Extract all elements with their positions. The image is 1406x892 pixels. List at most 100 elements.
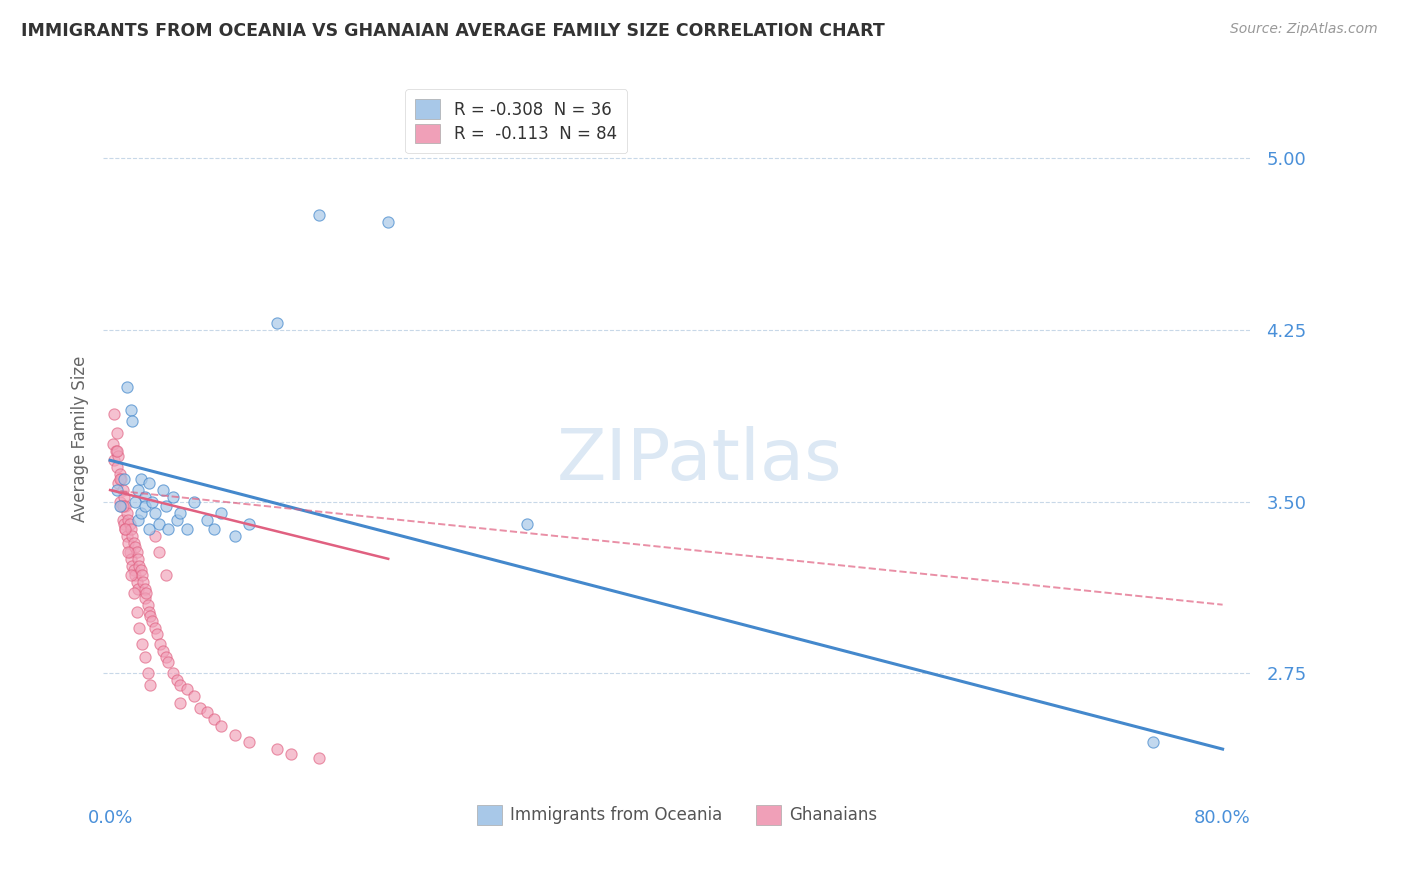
Point [111,483,134,497]
Point [166,513,188,527]
Point [209,719,232,733]
Point [224,529,246,543]
Point [197,706,219,720]
Point [124,567,146,582]
Point [134,650,156,665]
Legend: Immigrants from Oceania, Ghanaians: Immigrants from Oceania, Ghanaians [467,796,887,835]
Point [166,673,188,688]
Point [114,522,136,536]
Point [146,627,169,641]
Point [143,529,166,543]
Point [183,690,205,704]
Point [122,586,145,600]
Point [115,529,138,543]
Point [141,494,163,508]
Point [118,545,141,559]
Point [138,522,160,536]
Point [129,472,152,486]
Point [132,574,155,589]
Point [162,666,184,681]
Point [107,476,129,491]
Point [516,517,538,532]
Point [127,483,149,497]
Point [143,621,166,635]
Point [266,742,288,756]
Point [136,666,159,681]
Point [127,551,149,566]
Point [121,558,143,573]
Point [103,453,125,467]
Point [176,522,198,536]
Text: Source: ZipAtlas.com: Source: ZipAtlas.com [1230,22,1378,37]
Point [202,712,225,726]
Point [169,696,191,710]
Point [224,728,246,742]
Point [129,563,152,577]
Point [127,582,149,596]
Point [148,517,170,532]
Point [155,650,177,665]
Point [197,513,219,527]
Point [152,483,174,497]
Point [111,513,134,527]
Point [108,467,131,481]
Point [121,414,143,428]
Point [117,536,139,550]
Point [138,605,160,619]
Point [124,494,146,508]
Point [169,678,191,692]
Point [127,513,149,527]
Text: IMMIGRANTS FROM OCEANIA VS GHANAIAN AVERAGE FAMILY SIZE CORRELATION CHART: IMMIGRANTS FROM OCEANIA VS GHANAIAN AVER… [21,22,884,40]
Point [308,208,330,222]
Point [183,494,205,508]
Point [135,586,157,600]
Point [148,545,170,559]
Text: ZIPatlas: ZIPatlas [557,425,842,495]
Point [155,499,177,513]
Point [157,655,180,669]
Point [238,517,260,532]
Point [120,567,142,582]
Point [139,609,162,624]
Point [157,522,180,536]
Point [190,701,212,715]
Point [131,637,153,651]
Point [112,472,135,486]
Point [152,643,174,657]
Point [202,522,225,536]
Point [128,621,150,635]
Point [125,574,148,589]
Point [112,490,135,504]
Point [308,751,330,765]
Point [131,567,153,582]
Point [280,747,302,761]
Point [1142,735,1164,749]
Point [103,408,125,422]
Point [120,402,142,417]
Point [110,499,132,513]
Point [108,494,131,508]
Point [141,614,163,628]
Point [108,499,131,513]
Point [105,460,128,475]
Point [134,591,156,605]
Point [134,490,156,504]
Point [134,582,156,596]
Point [120,551,142,566]
Point [104,444,127,458]
Point [114,499,136,513]
Point [128,558,150,573]
Point [143,506,166,520]
Point [125,605,148,619]
Point [118,517,141,532]
Point [125,545,148,559]
Point [117,513,139,527]
Point [169,506,191,520]
Point [107,449,129,463]
Point [112,517,135,532]
Point [101,437,124,451]
Point [105,483,128,497]
Point [121,529,143,543]
Point [108,472,131,486]
Point [266,316,288,330]
